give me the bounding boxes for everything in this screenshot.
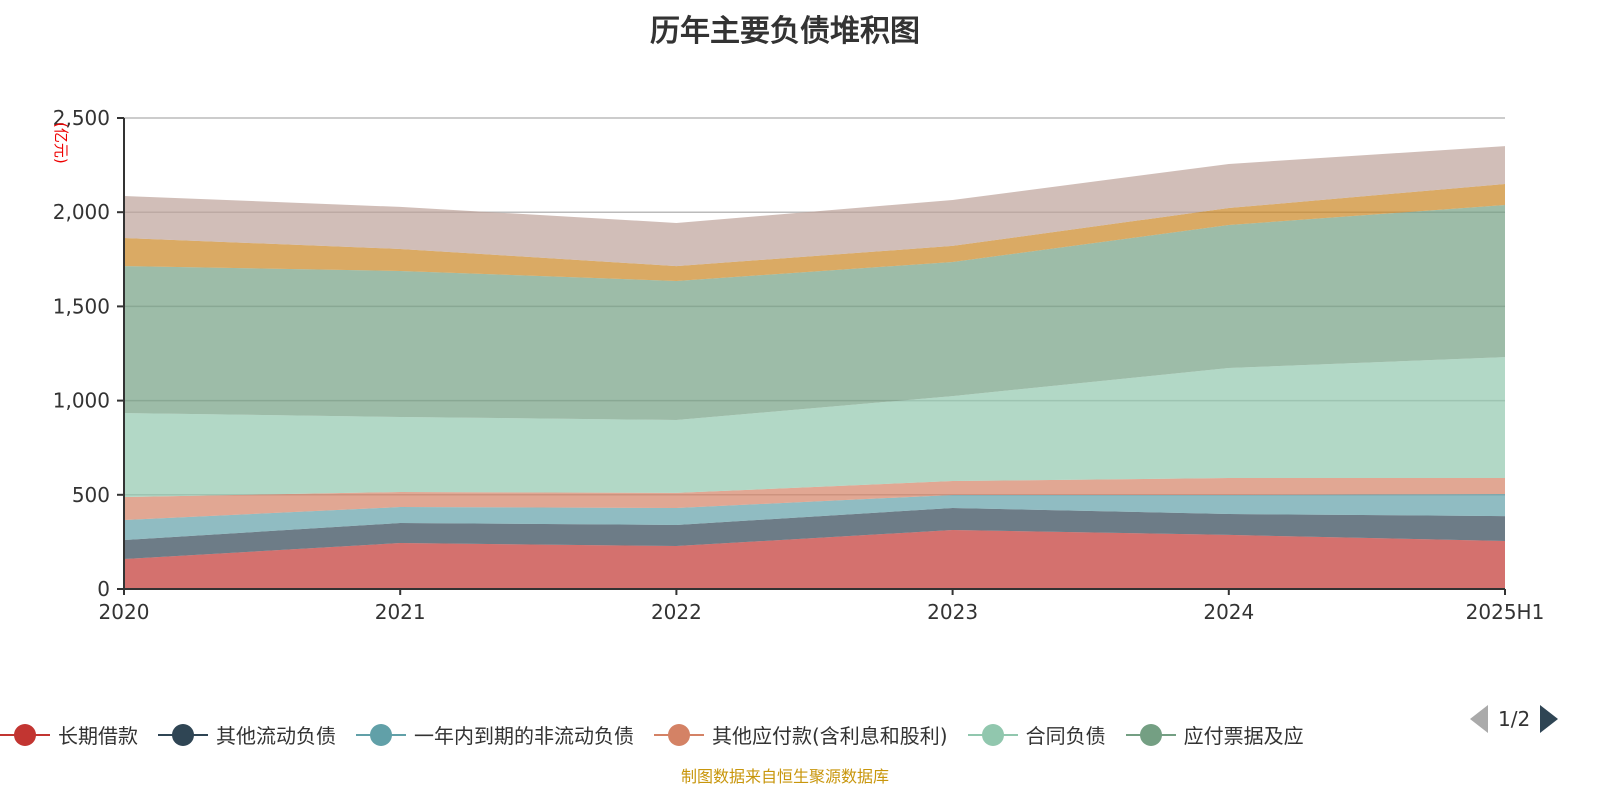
legend-marker-icon — [654, 723, 704, 747]
area-series-7[interactable] — [124, 183, 1505, 281]
y-tick-label: 2,000 — [53, 200, 110, 224]
y-tick-label: 1,000 — [53, 389, 110, 413]
area-series-3[interactable] — [124, 494, 1505, 541]
legend-marker-icon — [1125, 723, 1176, 747]
legend-marker-icon — [158, 723, 208, 747]
chart-plot: 0 500 1,000 1,500 2,000 2,500 2020 2021 2022 2023… — [53, 106, 1545, 624]
legend-item[interactable]: 长期借款 — [0, 720, 138, 749]
legend-label: 其他流动负债 — [216, 724, 336, 748]
area-series-4[interactable] — [124, 478, 1505, 521]
area-series-8[interactable] — [124, 146, 1505, 267]
x-tick-label: 2020 — [99, 600, 150, 624]
y-tick-label: 0 — [97, 577, 110, 601]
legend-prev-icon[interactable] — [1470, 705, 1488, 733]
chart-title: 历年主要负债堆积图 — [650, 14, 920, 49]
x-tick-label: 2023 — [927, 600, 978, 624]
x-tick-label: 2025H1 — [1466, 600, 1545, 624]
legend-item[interactable]: 其他流动负债 — [158, 720, 336, 749]
area-series-5[interactable] — [124, 357, 1505, 498]
legend-label: 一年内到期的非流动负债 — [414, 724, 634, 748]
legend-item[interactable]: 其他应付款(含利息和股利) — [654, 720, 948, 749]
area-series-2[interactable] — [124, 507, 1505, 560]
legend-label: 其他应付款(含利息和股利) — [712, 724, 948, 748]
legend-label: 应付票据及应 — [1183, 724, 1304, 748]
legend-marker-icon — [967, 723, 1018, 747]
legend-pager: 1/2 — [1470, 705, 1559, 733]
area-series-6[interactable] — [124, 205, 1505, 421]
legend-label: 长期借款 — [58, 724, 138, 748]
legend-marker-icon — [356, 723, 406, 747]
legend-item[interactable]: 一年内到期的非流动负债 — [356, 720, 634, 749]
legend-item[interactable]: 应付票据及应 — [1125, 720, 1304, 749]
legend-marker-icon — [0, 723, 50, 747]
legend-page: 1/2 — [1498, 707, 1531, 731]
x-tick-label: 2024 — [1203, 600, 1254, 624]
y-axis-unit: (亿元) — [52, 122, 70, 164]
x-tick-label: 2022 — [651, 600, 702, 624]
legend-label: 合同负债 — [1025, 724, 1106, 748]
legend-item[interactable]: 合同负债 — [967, 720, 1106, 749]
source-note: 制图数据来自恒生聚源数据库 — [680, 767, 889, 786]
legend-next-icon[interactable] — [1540, 705, 1559, 733]
y-tick-label: 2,500 — [53, 106, 110, 130]
x-tick-label: 2021 — [375, 600, 426, 624]
y-tick-label: 1,500 — [53, 294, 110, 318]
legend: 长期借款 其他流动负债 一年内到期的非流动负债 其他应付款(含利息和股利) 合同负债 应付… — [0, 720, 1324, 749]
area-series-1[interactable] — [124, 530, 1505, 589]
y-tick-label: 500 — [72, 483, 110, 507]
